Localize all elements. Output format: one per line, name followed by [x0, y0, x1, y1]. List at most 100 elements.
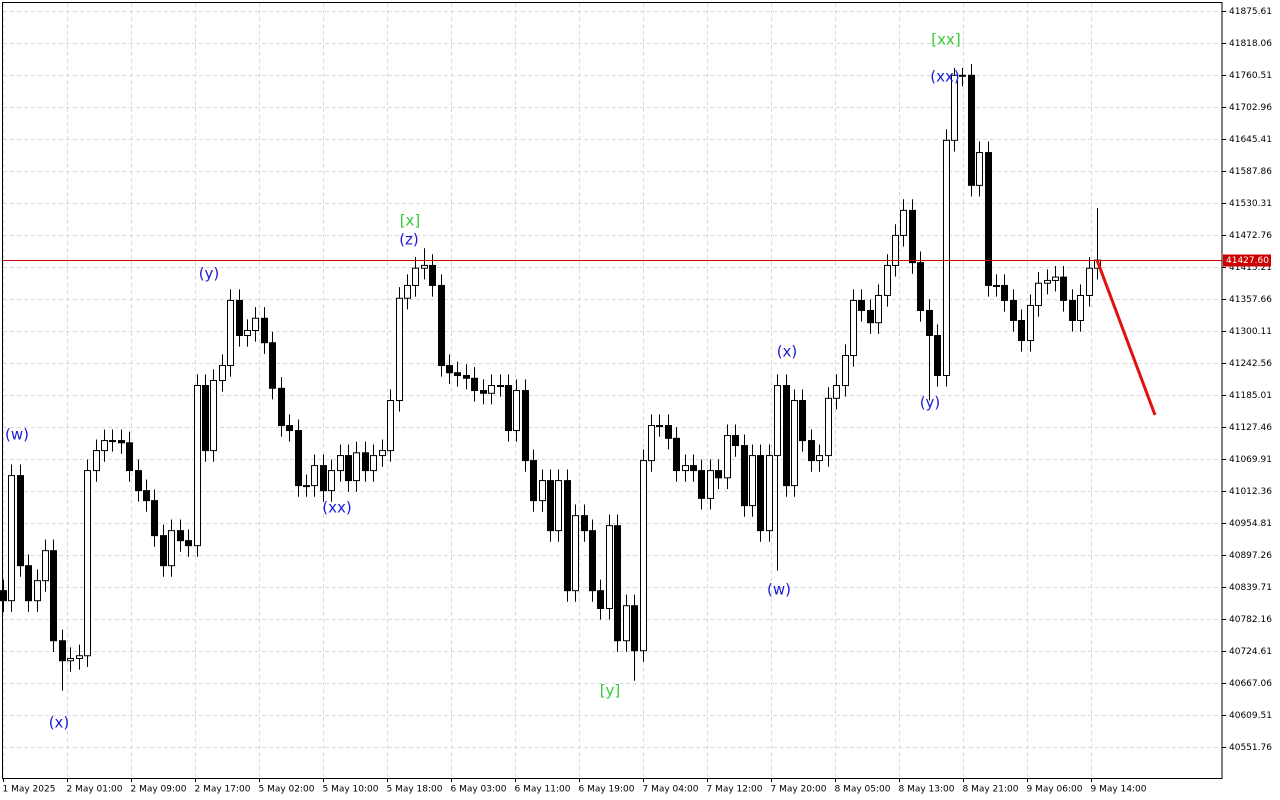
candle-body	[858, 299, 865, 311]
candle-body	[816, 455, 823, 462]
candle-body	[1069, 299, 1076, 321]
candle-body	[151, 500, 158, 537]
wave-label: (y)	[920, 394, 941, 412]
candle-body	[1035, 282, 1042, 306]
candle-body	[791, 400, 798, 487]
price-label: 41427.60	[1226, 256, 1269, 266]
candle-body	[244, 329, 251, 336]
candle-body	[311, 465, 318, 487]
y-tick-label: 40667.06	[1229, 679, 1272, 689]
y-tick-label: 41069.91	[1229, 455, 1272, 465]
y-tick-label: 41242.56	[1229, 359, 1272, 369]
candle-body	[850, 299, 857, 357]
wave-label: (w)	[5, 426, 29, 444]
y-tick-label: 41645.41	[1229, 135, 1272, 145]
y-tick-label: 41702.96	[1229, 103, 1272, 113]
candle-body	[875, 294, 882, 324]
x-tick-label: 5 May 18:00	[387, 785, 443, 795]
candle-body	[8, 475, 15, 602]
candle-body	[581, 515, 588, 532]
candle-body	[126, 442, 133, 472]
x-tick-label: 9 May 14:00	[1091, 785, 1147, 795]
candle-body	[480, 390, 487, 394]
candle-body	[1052, 276, 1059, 281]
candle-body	[808, 440, 815, 462]
forecast-arrow	[1095, 259, 1157, 416]
candle-body	[682, 465, 689, 472]
candle-body	[194, 385, 201, 547]
y-tick-label: 40782.16	[1229, 615, 1272, 625]
candle-body	[774, 385, 781, 457]
candle-body	[353, 452, 360, 482]
candle-body	[606, 525, 613, 609]
candle-body	[1001, 284, 1008, 301]
y-tick-label: 40954.81	[1229, 519, 1272, 529]
x-tick-label: 1 May 2025	[3, 785, 56, 795]
candle-body	[926, 309, 933, 336]
candle-body	[749, 455, 756, 507]
wave-label: (x)	[49, 714, 70, 732]
candle-body	[757, 455, 764, 532]
candle-body	[185, 540, 192, 547]
candle-body	[143, 490, 150, 502]
candle-body	[614, 525, 621, 642]
candle-body	[93, 450, 100, 472]
candle-body	[328, 470, 335, 492]
y-tick-label: 40724.61	[1229, 647, 1272, 657]
candle-body	[934, 334, 941, 377]
candle-body	[732, 435, 739, 447]
candle-body	[0, 590, 7, 602]
candle-body	[84, 470, 91, 657]
candle-body	[917, 262, 924, 311]
candle-body	[555, 480, 562, 532]
wave-label: [xx]	[931, 31, 960, 49]
y-tick-label: 41760.51	[1229, 71, 1272, 81]
y-tick-label: 41587.86	[1229, 167, 1272, 177]
candle-body	[892, 234, 899, 266]
candle-body	[497, 385, 504, 388]
y-tick-label: 41012.36	[1229, 487, 1272, 497]
x-tick-label: 6 May 11:00	[515, 785, 571, 795]
candle-body	[951, 74, 958, 141]
candle-body	[799, 400, 806, 442]
x-tick-label: 2 May 01:00	[67, 785, 123, 795]
candle-body	[42, 550, 49, 582]
candle-body	[109, 440, 116, 443]
wave-label: (xx)	[322, 499, 351, 517]
y-tick-label: 41530.31	[1229, 199, 1272, 209]
candle-body	[976, 152, 983, 186]
y-tick-label: 41300.11	[1229, 327, 1272, 337]
x-tick-label: 8 May 05:00	[835, 785, 891, 795]
candle-body	[522, 390, 529, 462]
candle-body	[421, 264, 428, 269]
candle-body	[648, 425, 655, 462]
candle-body	[412, 267, 419, 286]
candle-body	[766, 455, 773, 532]
candle-body	[295, 430, 302, 487]
candle-body	[362, 452, 369, 472]
candle-body	[1086, 267, 1093, 296]
candle-body	[741, 445, 748, 507]
candle-body	[488, 385, 495, 394]
y-tick-label: 41472.76	[1229, 231, 1272, 241]
candle-body	[623, 605, 630, 642]
wave-label: [y]	[600, 682, 621, 700]
plot-frame	[2, 2, 1223, 779]
candle-body	[564, 480, 571, 592]
x-tick-label: 8 May 13:00	[899, 785, 955, 795]
candle-body	[210, 380, 217, 452]
candle-body	[135, 470, 142, 492]
candle-body	[67, 658, 74, 662]
candle-body	[968, 74, 975, 186]
candle-body	[631, 605, 638, 652]
y-tick-label: 41818.06	[1229, 39, 1272, 49]
candle-body	[665, 425, 672, 439]
candle-body	[547, 480, 554, 532]
candle-body	[884, 264, 891, 296]
candle-body	[539, 480, 546, 502]
y-tick-label: 41415.21	[1229, 263, 1272, 273]
candle-body	[252, 317, 259, 331]
candle-body	[690, 465, 697, 472]
x-tick-label: 5 May 02:00	[259, 785, 315, 795]
